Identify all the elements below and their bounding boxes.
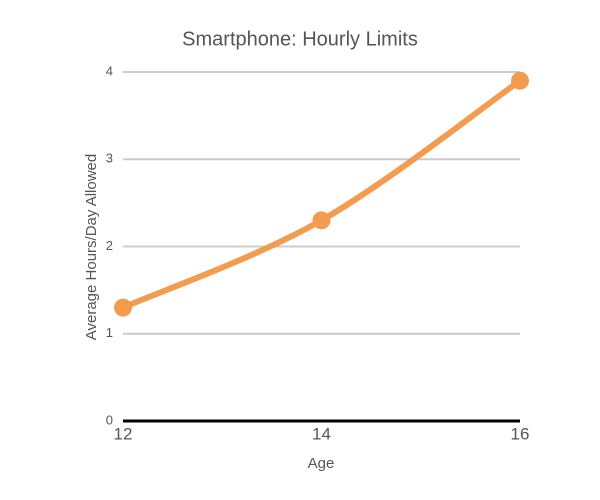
x-tick-label: 16 <box>511 424 530 443</box>
chart-title: Smartphone: Hourly Limits <box>182 28 418 50</box>
series-line <box>120 77 523 311</box>
y-tick-label: 2 <box>106 238 113 253</box>
y-axis-label: Average Hours/Day Allowed <box>83 154 100 341</box>
point <box>114 298 132 317</box>
y-tick-label: 1 <box>106 325 113 340</box>
point <box>511 71 529 90</box>
y-tick-label: 3 <box>106 151 113 166</box>
y-tick-label: 0 <box>106 412 113 427</box>
x-axis-label: Age <box>308 455 335 472</box>
x-tick-label: 12 <box>114 424 133 443</box>
point <box>312 211 331 230</box>
x-tick-label: 14 <box>312 424 331 443</box>
y-tick-label: 4 <box>106 63 113 78</box>
